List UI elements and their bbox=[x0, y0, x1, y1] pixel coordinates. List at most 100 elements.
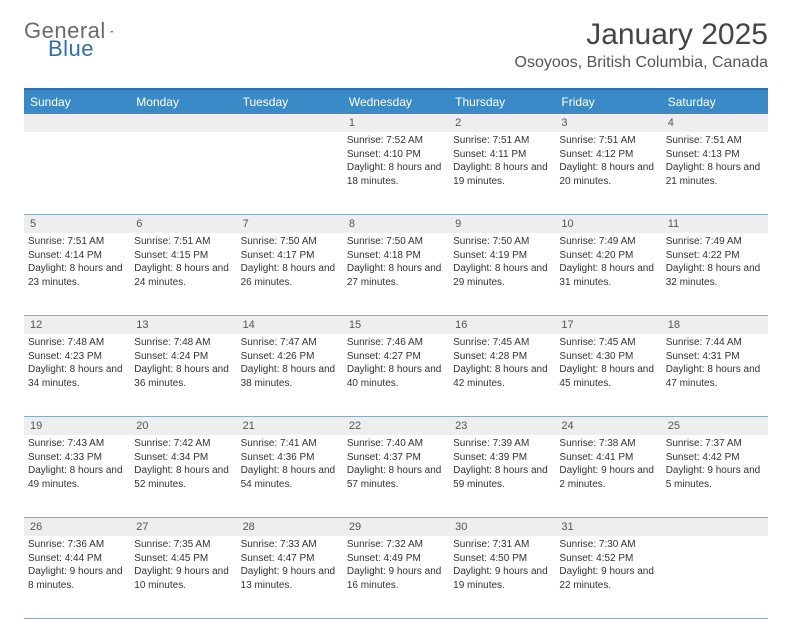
calendar-cell: Sunrise: 7:50 AMSunset: 4:19 PMDaylight:… bbox=[449, 233, 555, 315]
day-number: 31 bbox=[555, 518, 661, 536]
calendar-cell bbox=[130, 132, 236, 214]
cell-body: Sunrise: 7:47 AMSunset: 4:26 PMDaylight:… bbox=[241, 334, 339, 390]
sunrise-text: Sunrise: 7:51 AM bbox=[666, 134, 764, 148]
cell-body: Sunrise: 7:39 AMSunset: 4:39 PMDaylight:… bbox=[453, 435, 551, 491]
sunset-text: Sunset: 4:31 PM bbox=[666, 350, 764, 364]
cell-body: Sunrise: 7:32 AMSunset: 4:49 PMDaylight:… bbox=[347, 536, 445, 592]
calendar-cell: Sunrise: 7:52 AMSunset: 4:10 PMDaylight:… bbox=[343, 132, 449, 214]
daynum-strip: 567891011 bbox=[24, 215, 768, 233]
cell-body: Sunrise: 7:46 AMSunset: 4:27 PMDaylight:… bbox=[347, 334, 445, 390]
sunrise-text: Sunrise: 7:51 AM bbox=[453, 134, 551, 148]
sunset-text: Sunset: 4:22 PM bbox=[666, 249, 764, 263]
header-sunday: Sunday bbox=[24, 90, 130, 114]
daylight-text: Daylight: 8 hours and 32 minutes. bbox=[666, 262, 764, 289]
cell-body: Sunrise: 7:41 AMSunset: 4:36 PMDaylight:… bbox=[241, 435, 339, 491]
sunrise-text: Sunrise: 7:31 AM bbox=[453, 538, 551, 552]
day-number: 19 bbox=[24, 417, 130, 435]
calendar-cell: Sunrise: 7:51 AMSunset: 4:11 PMDaylight:… bbox=[449, 132, 555, 214]
sunrise-text: Sunrise: 7:41 AM bbox=[241, 437, 339, 451]
header-monday: Monday bbox=[130, 90, 236, 114]
logo-mark-icon bbox=[110, 21, 114, 41]
weeks-container: 1234Sunrise: 7:52 AMSunset: 4:10 PMDayli… bbox=[24, 114, 768, 619]
day-number: 3 bbox=[555, 114, 661, 132]
daylight-text: Daylight: 8 hours and 21 minutes. bbox=[666, 161, 764, 188]
sunset-text: Sunset: 4:13 PM bbox=[666, 148, 764, 162]
daylight-text: Daylight: 8 hours and 52 minutes. bbox=[134, 464, 232, 491]
daylight-text: Daylight: 8 hours and 40 minutes. bbox=[347, 363, 445, 390]
week-row: Sunrise: 7:48 AMSunset: 4:23 PM Daylight:… bbox=[24, 334, 768, 417]
daylight-text: Daylight: 8 hours and 54 minutes. bbox=[241, 464, 339, 491]
sunset-text: Sunset: 4:52 PM bbox=[559, 552, 657, 566]
cell-body: Sunrise: 7:31 AMSunset: 4:50 PMDaylight:… bbox=[453, 536, 551, 592]
cell-body: Sunrise: 7:45 AMSunset: 4:30 PMDaylight:… bbox=[559, 334, 657, 390]
day-number: 14 bbox=[237, 316, 343, 334]
calendar: Sunday Monday Tuesday Wednesday Thursday… bbox=[24, 88, 768, 619]
title-location: Osoyoos, British Columbia, Canada bbox=[515, 54, 768, 72]
cell-body: Sunrise: 7:33 AMSunset: 4:47 PMDaylight:… bbox=[241, 536, 339, 592]
day-number bbox=[130, 114, 236, 132]
daylight-text: Daylight: 9 hours and 5 minutes. bbox=[666, 464, 764, 491]
sunset-text: Sunset: 4:24 PM bbox=[134, 350, 232, 364]
sunset-text: Sunset: 4:36 PM bbox=[241, 451, 339, 465]
cell-body: Sunrise: 7:38 AMSunset: 4:41 PMDaylight:… bbox=[559, 435, 657, 491]
sunset-text: Sunset: 4:30 PM bbox=[559, 350, 657, 364]
daylight-text: Daylight: 8 hours and 45 minutes. bbox=[559, 363, 657, 390]
sunrise-text: Sunrise: 7:37 AM bbox=[666, 437, 764, 451]
day-headers: Sunday Monday Tuesday Wednesday Thursday… bbox=[24, 90, 768, 114]
cell-body: Sunrise: 7:51 AMSunset: 4:14 PMDaylight:… bbox=[28, 233, 126, 289]
sunset-text: Sunset: 4:20 PM bbox=[559, 249, 657, 263]
cell-body bbox=[241, 132, 339, 134]
calendar-cell bbox=[237, 132, 343, 214]
sunset-text: Sunset: 4:45 PM bbox=[134, 552, 232, 566]
day-number: 28 bbox=[237, 518, 343, 536]
sunrise-text: Sunrise: 7:48 AM bbox=[28, 336, 126, 350]
cell-body: Sunrise: 7:37 AMSunset: 4:42 PMDaylight:… bbox=[666, 435, 764, 491]
calendar-cell: Sunrise: 7:49 AMSunset: 4:20 PMDaylight:… bbox=[555, 233, 661, 315]
day-number: 4 bbox=[662, 114, 768, 132]
daylight-text: Daylight: 9 hours and 22 minutes. bbox=[559, 565, 657, 592]
calendar-cell: Sunrise: 7:39 AMSunset: 4:39 PMDaylight:… bbox=[449, 435, 555, 517]
sunrise-text: Sunrise: 7:51 AM bbox=[134, 235, 232, 249]
cell-body: Sunrise: 7:30 AMSunset: 4:52 PMDaylight:… bbox=[559, 536, 657, 592]
sunrise-text: Sunrise: 7:45 AM bbox=[559, 336, 657, 350]
day-number: 18 bbox=[662, 316, 768, 334]
sunset-text: Sunset: 4:11 PM bbox=[453, 148, 551, 162]
day-number: 2 bbox=[449, 114, 555, 132]
sunset-text: Sunset: 4:15 PM bbox=[134, 249, 232, 263]
daylight-text: Daylight: 8 hours and 29 minutes. bbox=[453, 262, 551, 289]
calendar-cell: Sunrise: 7:46 AMSunset: 4:27 PMDaylight:… bbox=[343, 334, 449, 416]
day-number: 23 bbox=[449, 417, 555, 435]
day-number: 9 bbox=[449, 215, 555, 233]
sunrise-text: Sunrise: 7:52 AM bbox=[347, 134, 445, 148]
sunrise-text: Sunrise: 7:42 AM bbox=[134, 437, 232, 451]
daynum-strip: 262728293031 bbox=[24, 518, 768, 536]
sunset-text: Sunset: 4:23 PM bbox=[28, 350, 126, 364]
day-number: 27 bbox=[130, 518, 236, 536]
day-number: 20 bbox=[130, 417, 236, 435]
cell-body bbox=[666, 536, 764, 538]
calendar-cell: Sunrise: 7:45 AMSunset: 4:28 PMDaylight:… bbox=[449, 334, 555, 416]
sunset-text: Sunset: 4:26 PM bbox=[241, 350, 339, 364]
sunrise-text: Sunrise: 7:36 AM bbox=[28, 538, 126, 552]
sunrise-text: Sunrise: 7:33 AM bbox=[241, 538, 339, 552]
sunrise-text: Sunrise: 7:51 AM bbox=[559, 134, 657, 148]
sunset-text: Sunset: 4:34 PM bbox=[134, 451, 232, 465]
cell-body: Sunrise: 7:36 AMSunset: 4:44 PMDaylight:… bbox=[28, 536, 126, 592]
sunset-text: Sunset: 4:17 PM bbox=[241, 249, 339, 263]
calendar-cell: Sunrise: 7:48 AMSunset: 4:23 PMDaylight:… bbox=[24, 334, 130, 416]
sunset-text: Sunset: 4:18 PM bbox=[347, 249, 445, 263]
day-number: 22 bbox=[343, 417, 449, 435]
logo-word-2: Blue bbox=[48, 36, 94, 62]
sunset-text: Sunset: 4:10 PM bbox=[347, 148, 445, 162]
cell-body: Sunrise: 7:44 AMSunset: 4:31 PMDaylight:… bbox=[666, 334, 764, 390]
cell-body: Sunrise: 7:49 AMSunset: 4:20 PMDaylight:… bbox=[559, 233, 657, 289]
sunset-text: Sunset: 4:37 PM bbox=[347, 451, 445, 465]
day-number: 12 bbox=[24, 316, 130, 334]
day-number: 24 bbox=[555, 417, 661, 435]
calendar-cell: Sunrise: 7:50 AMSunset: 4:17 PMDaylight:… bbox=[237, 233, 343, 315]
day-number: 16 bbox=[449, 316, 555, 334]
sunrise-text: Sunrise: 7:47 AM bbox=[241, 336, 339, 350]
daylight-text: Daylight: 8 hours and 19 minutes. bbox=[453, 161, 551, 188]
cell-body: Sunrise: 7:45 AMSunset: 4:28 PMDaylight:… bbox=[453, 334, 551, 390]
calendar-cell: Sunrise: 7:50 AMSunset: 4:18 PMDaylight:… bbox=[343, 233, 449, 315]
